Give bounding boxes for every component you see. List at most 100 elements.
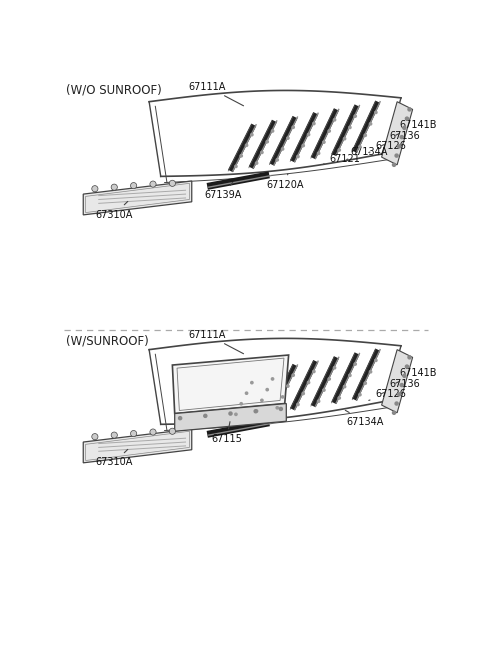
Circle shape (307, 134, 310, 136)
Circle shape (334, 367, 336, 369)
Circle shape (307, 381, 310, 384)
Circle shape (403, 374, 406, 377)
Circle shape (266, 141, 268, 143)
Circle shape (292, 126, 294, 128)
Circle shape (169, 428, 176, 434)
Circle shape (302, 392, 304, 395)
Circle shape (406, 365, 408, 368)
Circle shape (323, 389, 325, 391)
Text: (W/O SUNROOF): (W/O SUNROOF) (66, 84, 162, 97)
Circle shape (354, 115, 356, 117)
Polygon shape (175, 403, 286, 431)
Circle shape (251, 134, 253, 136)
Text: 67134A: 67134A (345, 410, 384, 426)
Polygon shape (83, 181, 192, 215)
Circle shape (403, 126, 406, 130)
Text: 67115: 67115 (211, 422, 242, 444)
Circle shape (281, 396, 284, 398)
Text: 67136: 67136 (382, 132, 420, 145)
Circle shape (397, 145, 401, 148)
Circle shape (375, 359, 377, 362)
Circle shape (302, 144, 304, 147)
Circle shape (297, 403, 299, 405)
Circle shape (354, 363, 356, 365)
Circle shape (364, 134, 366, 136)
Text: (W/SUNROOF): (W/SUNROOF) (66, 334, 149, 347)
Circle shape (131, 430, 137, 437)
Circle shape (400, 384, 403, 386)
Circle shape (393, 411, 396, 415)
Circle shape (255, 162, 258, 164)
Circle shape (338, 149, 340, 151)
Text: 67121: 67121 (324, 155, 360, 164)
Circle shape (400, 136, 403, 139)
Polygon shape (382, 102, 413, 165)
Circle shape (254, 409, 257, 413)
Circle shape (328, 130, 330, 132)
Polygon shape (83, 429, 192, 463)
Circle shape (169, 180, 176, 187)
Circle shape (408, 356, 411, 359)
Text: 67120A: 67120A (266, 174, 303, 190)
Circle shape (287, 137, 289, 140)
Text: 67111A: 67111A (189, 329, 243, 354)
Polygon shape (382, 350, 413, 413)
Circle shape (245, 144, 248, 147)
Circle shape (338, 397, 340, 399)
Text: 67141B: 67141B (396, 367, 437, 383)
Circle shape (408, 108, 411, 111)
Circle shape (359, 394, 361, 396)
Circle shape (370, 371, 372, 373)
Circle shape (359, 145, 361, 148)
Circle shape (276, 159, 278, 161)
Circle shape (266, 388, 268, 391)
Circle shape (395, 402, 398, 405)
Circle shape (349, 374, 351, 377)
Text: 67126: 67126 (369, 388, 406, 400)
Circle shape (317, 400, 320, 402)
Circle shape (276, 407, 278, 409)
Circle shape (150, 181, 156, 187)
Circle shape (251, 381, 253, 384)
Circle shape (393, 163, 396, 166)
Circle shape (240, 155, 242, 157)
Circle shape (312, 370, 315, 373)
Circle shape (261, 151, 263, 153)
Circle shape (281, 148, 284, 150)
Circle shape (297, 155, 299, 158)
Circle shape (179, 417, 181, 420)
Circle shape (287, 385, 289, 387)
Circle shape (364, 382, 366, 384)
Circle shape (370, 122, 372, 125)
Circle shape (255, 410, 258, 412)
Circle shape (323, 141, 325, 143)
Circle shape (235, 165, 237, 168)
Circle shape (131, 183, 137, 189)
Text: 67136: 67136 (382, 379, 420, 394)
Circle shape (312, 122, 315, 124)
Text: 67134A: 67134A (347, 147, 388, 159)
Circle shape (92, 434, 98, 440)
Circle shape (240, 403, 242, 405)
Text: 67141B: 67141B (396, 120, 437, 135)
Circle shape (204, 415, 207, 417)
Circle shape (92, 185, 98, 192)
Circle shape (261, 399, 263, 402)
Text: 67310A: 67310A (96, 449, 133, 468)
Text: 67139A: 67139A (204, 183, 241, 200)
Circle shape (235, 413, 237, 415)
Circle shape (111, 184, 117, 190)
Circle shape (317, 152, 320, 155)
Circle shape (334, 119, 336, 121)
Circle shape (271, 378, 274, 380)
Circle shape (343, 138, 346, 140)
Text: 67126: 67126 (369, 141, 406, 153)
Circle shape (279, 407, 282, 411)
Circle shape (397, 393, 401, 396)
Circle shape (395, 154, 398, 157)
Circle shape (111, 432, 117, 438)
Circle shape (349, 126, 351, 128)
Circle shape (375, 111, 377, 113)
Circle shape (406, 117, 408, 120)
Circle shape (271, 130, 274, 132)
